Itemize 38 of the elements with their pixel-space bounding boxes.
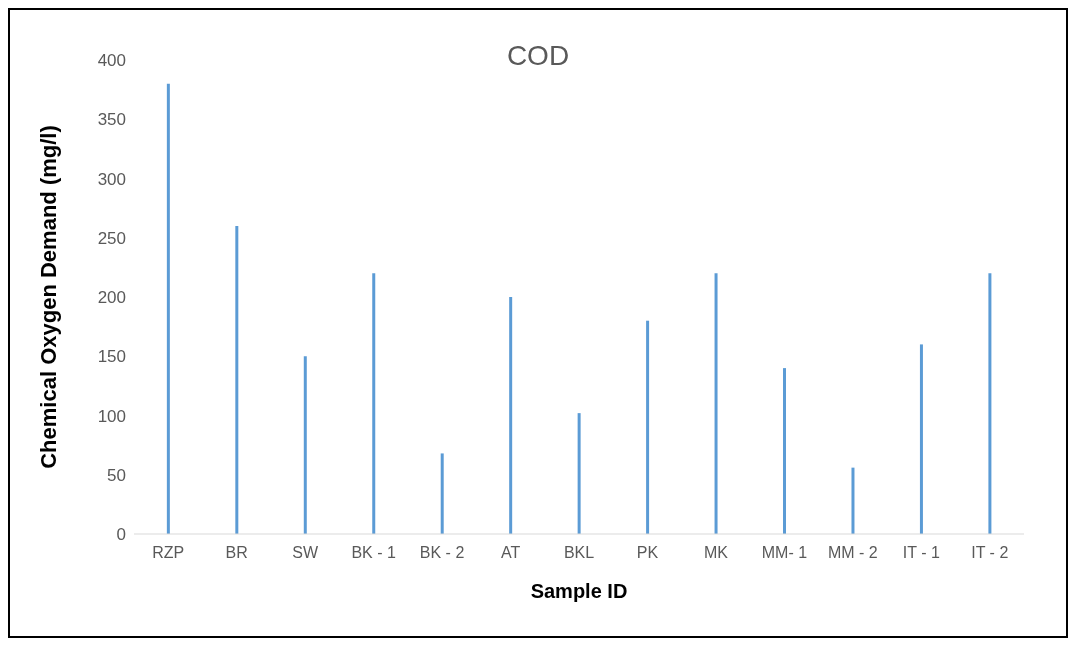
x-tick-label: PK <box>636 544 659 561</box>
y-tick-label: 300 <box>97 169 126 189</box>
bar <box>783 368 787 534</box>
x-tick-label: BK - 2 <box>419 544 465 561</box>
x-tick-label: BK - 1 <box>351 544 396 561</box>
bar <box>372 273 376 534</box>
bar <box>714 273 718 534</box>
x-tick-label: IT - 2 <box>971 544 1009 561</box>
y-axis-title: Chemical Oxygen Demand (mg/l) <box>35 125 61 469</box>
y-tick-label: 250 <box>97 228 126 248</box>
y-tick-label: 0 <box>116 525 126 545</box>
y-tick-label: 400 <box>97 51 126 71</box>
y-tick-label: 350 <box>97 110 126 130</box>
bar <box>166 83 170 534</box>
y-tick-label: 100 <box>97 406 126 426</box>
x-tick-label: MK <box>703 544 729 561</box>
x-tick-label: MM- 1 <box>761 544 808 561</box>
x-tick-label: RZP <box>152 544 185 561</box>
bar <box>851 467 855 534</box>
bar <box>988 273 992 534</box>
x-axis-title: Sample ID <box>530 580 628 602</box>
x-tick-label: BR <box>225 544 248 561</box>
bar <box>235 225 239 534</box>
x-tick-label: IT - 1 <box>902 544 940 561</box>
y-tick-label: 150 <box>97 347 126 367</box>
y-tick-label: 50 <box>107 465 126 485</box>
bar <box>509 297 513 534</box>
x-tick-label: AT <box>500 544 521 561</box>
chart-title: COD <box>506 40 570 71</box>
bar <box>919 344 923 534</box>
y-tick-label: 200 <box>97 288 126 308</box>
x-tick-label: SW <box>292 544 319 561</box>
x-tick-label: MM - 2 <box>827 544 878 561</box>
bar <box>303 356 307 534</box>
bar <box>577 413 581 534</box>
bar <box>440 453 444 534</box>
x-tick-label: BKL <box>563 544 595 561</box>
bar <box>646 320 650 534</box>
